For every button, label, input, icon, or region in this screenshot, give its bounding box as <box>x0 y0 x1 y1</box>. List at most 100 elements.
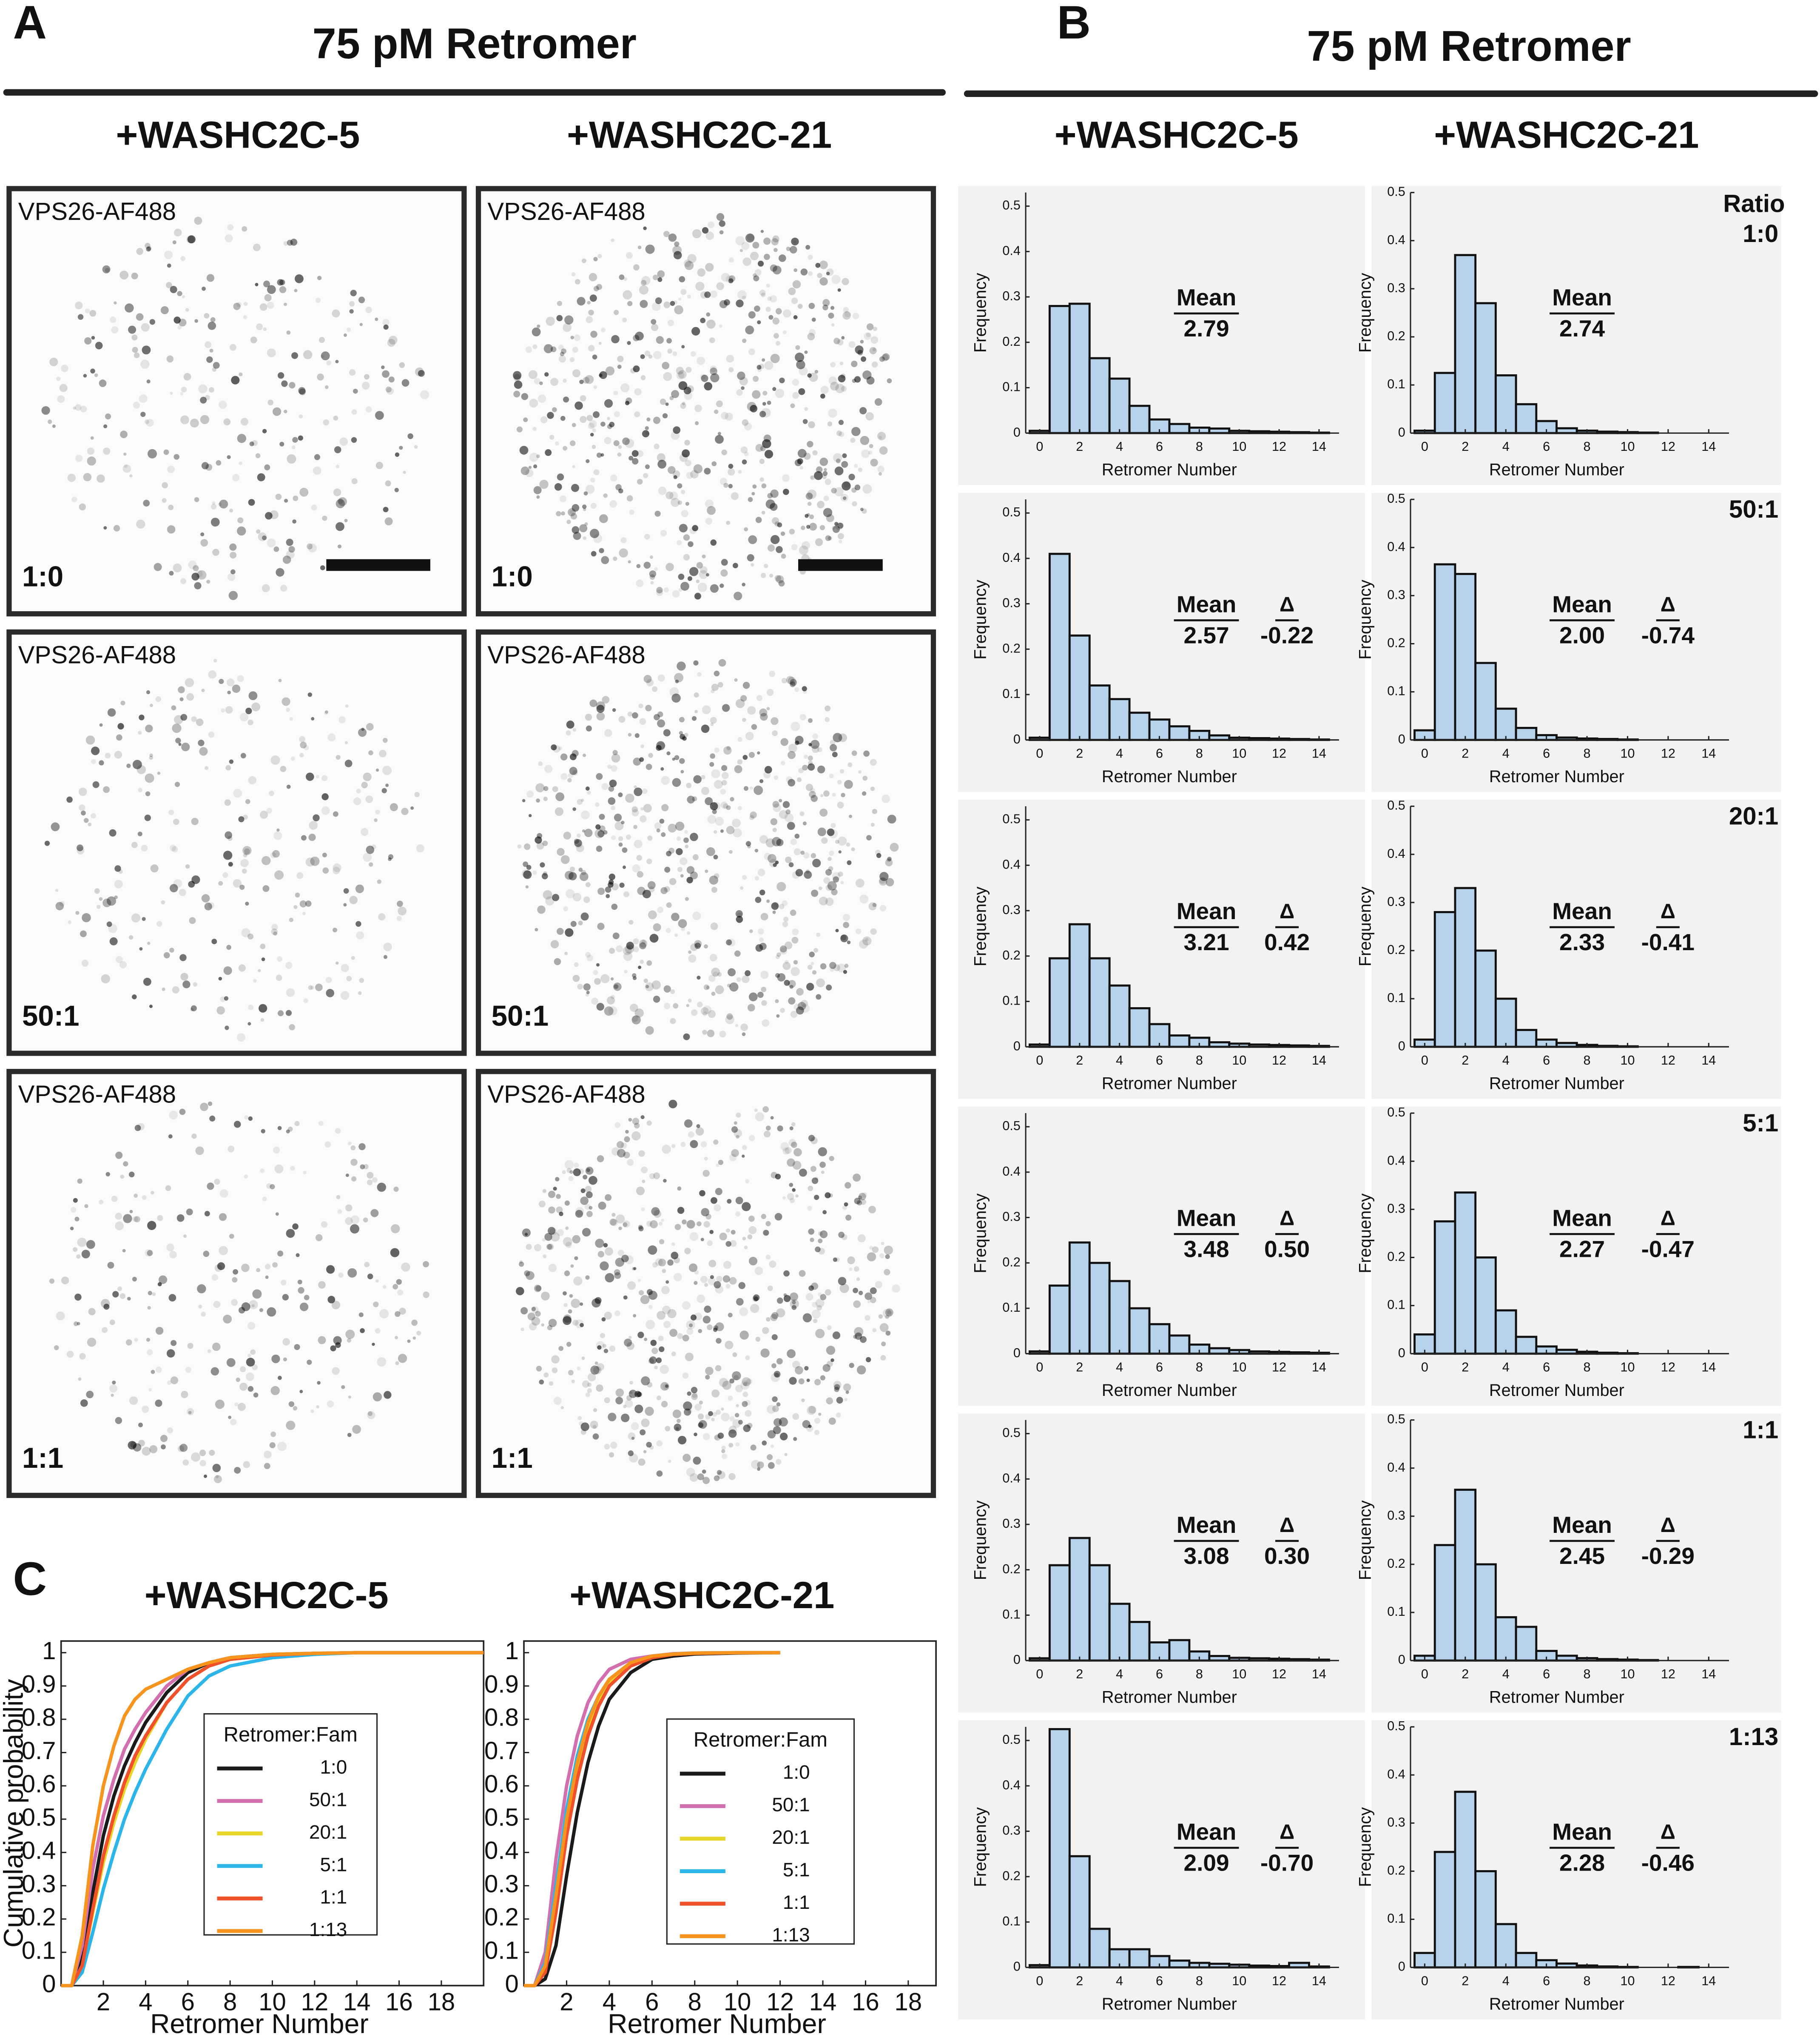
spot <box>838 1277 847 1285</box>
spot <box>742 975 750 983</box>
spot <box>519 1262 524 1267</box>
spot <box>728 484 733 489</box>
spot <box>212 367 217 372</box>
spot <box>742 875 747 880</box>
x-tick-label: 8 <box>1584 1974 1591 1988</box>
spot <box>350 1224 359 1234</box>
spot <box>231 1299 238 1306</box>
x-tick-label: 4 <box>1502 1667 1510 1681</box>
spot <box>326 1265 335 1274</box>
spot <box>622 437 630 445</box>
spot <box>808 1228 814 1235</box>
spot <box>710 717 717 724</box>
spot <box>710 365 717 373</box>
y-tick-label: 0.2 <box>1002 641 1021 655</box>
spot <box>663 985 671 993</box>
spot <box>742 1236 746 1241</box>
spot <box>310 856 320 866</box>
spot <box>580 1422 589 1431</box>
spot <box>549 435 555 440</box>
spot <box>241 1302 250 1311</box>
spot <box>300 741 307 749</box>
x-tick-label: 12 <box>1272 1974 1286 1988</box>
spot <box>770 264 777 272</box>
spot <box>242 846 252 855</box>
spot <box>770 503 778 511</box>
spot <box>789 1126 793 1131</box>
spot <box>778 254 786 262</box>
line-chart: 00.10.20.30.40.50.60.70.80.912 4 6 8 10 12 14 1… <box>0 1637 485 2039</box>
spot <box>240 713 249 722</box>
spot <box>238 964 246 972</box>
spot <box>682 1219 687 1225</box>
spot <box>568 508 576 516</box>
spot <box>350 1215 360 1225</box>
spot <box>513 371 522 380</box>
x-axis-label: Retromer Number <box>1102 1688 1237 1706</box>
spot <box>605 886 611 893</box>
spot <box>767 1285 773 1291</box>
spot <box>723 803 728 809</box>
spot <box>529 814 532 817</box>
spot <box>746 1378 752 1385</box>
spot <box>644 1338 648 1341</box>
spot <box>707 1240 713 1246</box>
spot <box>136 765 146 775</box>
x-tick-label: 12 <box>1272 1360 1286 1374</box>
spot <box>89 310 97 317</box>
spot <box>563 906 568 911</box>
spot <box>807 501 812 506</box>
spot <box>340 991 350 1000</box>
spot <box>859 1336 867 1343</box>
annotation-label: Mean <box>1177 1512 1237 1538</box>
x-tick-label: 0 <box>1036 1667 1043 1681</box>
spot <box>799 545 808 555</box>
spot <box>325 977 332 983</box>
spot <box>858 467 863 472</box>
spot <box>639 285 648 295</box>
spot <box>423 1261 429 1267</box>
spot <box>580 912 589 921</box>
spot <box>725 1015 734 1025</box>
bar <box>1108 698 1131 741</box>
spot <box>694 710 698 714</box>
spot <box>362 382 370 390</box>
spot <box>634 1008 644 1018</box>
spot <box>814 1418 821 1424</box>
spot <box>705 1213 711 1220</box>
spot <box>558 355 566 363</box>
spot <box>225 1025 229 1030</box>
bar <box>1208 734 1231 741</box>
spot <box>378 913 386 921</box>
legend-title: Retromer:Fam <box>224 1723 358 1746</box>
spot <box>735 236 745 246</box>
spot <box>349 369 356 376</box>
spot <box>697 975 701 980</box>
spot <box>714 1475 720 1481</box>
column-heading: +WASHC2C-21 <box>567 114 832 156</box>
spot <box>77 844 83 851</box>
spot <box>774 575 782 582</box>
spot <box>570 336 574 339</box>
chart-title: +WASHC2C-5 <box>145 1574 389 1616</box>
image-frame <box>6 1069 467 1498</box>
spot <box>345 1217 353 1225</box>
spot <box>728 257 734 263</box>
spot <box>66 796 73 803</box>
spot <box>870 1287 877 1294</box>
x-tick-label: 6 <box>1543 746 1550 760</box>
spot <box>598 342 602 345</box>
spot <box>116 734 122 741</box>
spot <box>868 902 877 911</box>
spot <box>653 996 660 1003</box>
x-tick-label: 2 <box>1462 746 1469 760</box>
spot <box>704 944 708 949</box>
spot <box>676 367 684 375</box>
spot <box>600 1261 609 1271</box>
x-tick-label: 6 <box>1543 1360 1550 1374</box>
spot <box>287 239 293 246</box>
spot <box>204 1211 210 1216</box>
spot <box>535 1285 542 1292</box>
spot <box>757 869 765 877</box>
x-tick-label: 2 <box>1076 1053 1083 1068</box>
